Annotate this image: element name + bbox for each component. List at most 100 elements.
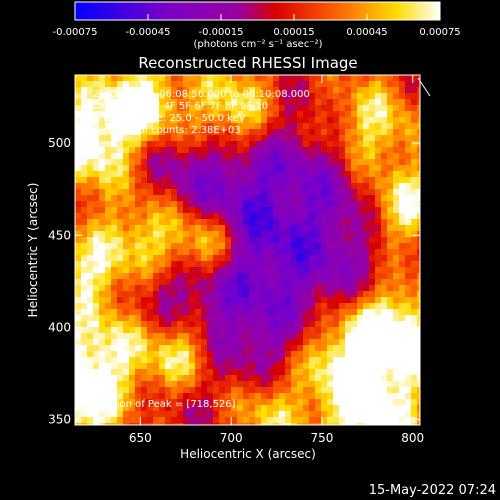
heatmap-cell bbox=[93, 411, 99, 417]
heatmap-cell bbox=[129, 213, 135, 219]
heatmap-cell bbox=[309, 405, 315, 411]
heatmap-cell bbox=[147, 309, 153, 315]
heatmap-cell bbox=[309, 153, 315, 159]
heatmap-cell bbox=[351, 381, 357, 387]
heatmap-cell bbox=[333, 177, 339, 183]
heatmap-cell bbox=[309, 315, 315, 321]
heatmap-cell bbox=[333, 153, 339, 159]
heatmap-cell bbox=[405, 81, 411, 87]
heatmap-cell bbox=[363, 309, 369, 315]
heatmap-cell bbox=[393, 267, 399, 273]
heatmap-cell bbox=[225, 357, 231, 363]
heatmap-cell bbox=[255, 411, 261, 417]
heatmap-cell bbox=[195, 309, 201, 315]
heatmap-cell bbox=[357, 321, 363, 327]
heatmap-cell bbox=[285, 327, 291, 333]
heatmap-cell bbox=[393, 183, 399, 189]
heatmap-cell bbox=[273, 225, 279, 231]
heatmap-cell bbox=[141, 123, 147, 129]
heatmap-cell bbox=[297, 375, 303, 381]
heatmap-cell bbox=[267, 213, 273, 219]
heatmap-cell bbox=[243, 303, 249, 309]
heatmap-cell bbox=[303, 117, 309, 123]
heatmap-cell bbox=[363, 111, 369, 117]
colorbar-units: (photons cm⁻² s⁻¹ asec⁻²) bbox=[193, 39, 322, 50]
heatmap-cell bbox=[105, 129, 111, 135]
heatmap-cell bbox=[207, 291, 213, 297]
heatmap-cell bbox=[327, 111, 333, 117]
heatmap-cell bbox=[99, 369, 105, 375]
heatmap-cell bbox=[267, 123, 273, 129]
heatmap-cell bbox=[123, 327, 129, 333]
heatmap-cell bbox=[321, 165, 327, 171]
heatmap-cell bbox=[141, 201, 147, 207]
heatmap-cell bbox=[111, 249, 117, 255]
heatmap-cell bbox=[303, 375, 309, 381]
heatmap-cell bbox=[387, 279, 393, 285]
heatmap-cell bbox=[159, 183, 165, 189]
heatmap-cell bbox=[345, 177, 351, 183]
heatmap-cell bbox=[261, 225, 267, 231]
heatmap-cell bbox=[159, 273, 165, 279]
heatmap-cell bbox=[315, 177, 321, 183]
heatmap-cell bbox=[129, 159, 135, 165]
heatmap-cell bbox=[237, 351, 243, 357]
heatmap-cell bbox=[75, 351, 81, 357]
heatmap-cell bbox=[393, 297, 399, 303]
heatmap-cell bbox=[219, 129, 225, 135]
heatmap-cell bbox=[321, 129, 327, 135]
heatmap-cell bbox=[411, 105, 417, 111]
heatmap-cell bbox=[123, 285, 129, 291]
heatmap-cell bbox=[279, 279, 285, 285]
heatmap-cell bbox=[159, 255, 165, 261]
heatmap-cell bbox=[201, 363, 207, 369]
heatmap-cell bbox=[213, 381, 219, 387]
heatmap-cell bbox=[195, 267, 201, 273]
heatmap-cell bbox=[255, 381, 261, 387]
heatmap-cell bbox=[387, 327, 393, 333]
heatmap-cell bbox=[105, 165, 111, 171]
heatmap-cell bbox=[81, 135, 87, 141]
heatmap-cell bbox=[177, 99, 183, 105]
heatmap-cell bbox=[399, 381, 405, 387]
heatmap-cell bbox=[333, 75, 339, 81]
heatmap-cell bbox=[105, 327, 111, 333]
heatmap-cell bbox=[147, 321, 153, 327]
heatmap-cell bbox=[249, 327, 255, 333]
heatmap-cell bbox=[165, 423, 171, 425]
heatmap-cell bbox=[231, 219, 237, 225]
heatmap-cell bbox=[279, 231, 285, 237]
heatmap-cell bbox=[105, 111, 111, 117]
heatmap-cell bbox=[303, 135, 309, 141]
heatmap-cell bbox=[273, 351, 279, 357]
heatmap-cell bbox=[237, 339, 243, 345]
heatmap-cell bbox=[219, 333, 225, 339]
heatmap-cell bbox=[81, 255, 87, 261]
heatmap-cell bbox=[279, 135, 285, 141]
heatmap-cell bbox=[225, 399, 231, 405]
heatmap-cell bbox=[255, 309, 261, 315]
heatmap-cell bbox=[363, 279, 369, 285]
heatmap-cell bbox=[387, 159, 393, 165]
heatmap-cell bbox=[99, 405, 105, 411]
heatmap-cell bbox=[117, 369, 123, 375]
heatmap-cell bbox=[333, 105, 339, 111]
heatmap-cell bbox=[351, 369, 357, 375]
heatmap-cell bbox=[99, 291, 105, 297]
heatmap-cell bbox=[411, 297, 417, 303]
heatmap-cell bbox=[333, 129, 339, 135]
heatmap-cell bbox=[189, 87, 195, 93]
heatmap-cell bbox=[279, 171, 285, 177]
heatmap-cell bbox=[129, 177, 135, 183]
heatmap-cell bbox=[87, 207, 93, 213]
heatmap-cell bbox=[141, 165, 147, 171]
heatmap-cell bbox=[405, 129, 411, 135]
heatmap-cell bbox=[357, 81, 363, 87]
heatmap-cell bbox=[75, 315, 81, 321]
heatmap-cell bbox=[231, 279, 237, 285]
heatmap-cell bbox=[147, 423, 153, 425]
heatmap-cell bbox=[303, 195, 309, 201]
heatmap-cell bbox=[87, 387, 93, 393]
heatmap-cell bbox=[261, 249, 267, 255]
heatmap-cell bbox=[225, 129, 231, 135]
